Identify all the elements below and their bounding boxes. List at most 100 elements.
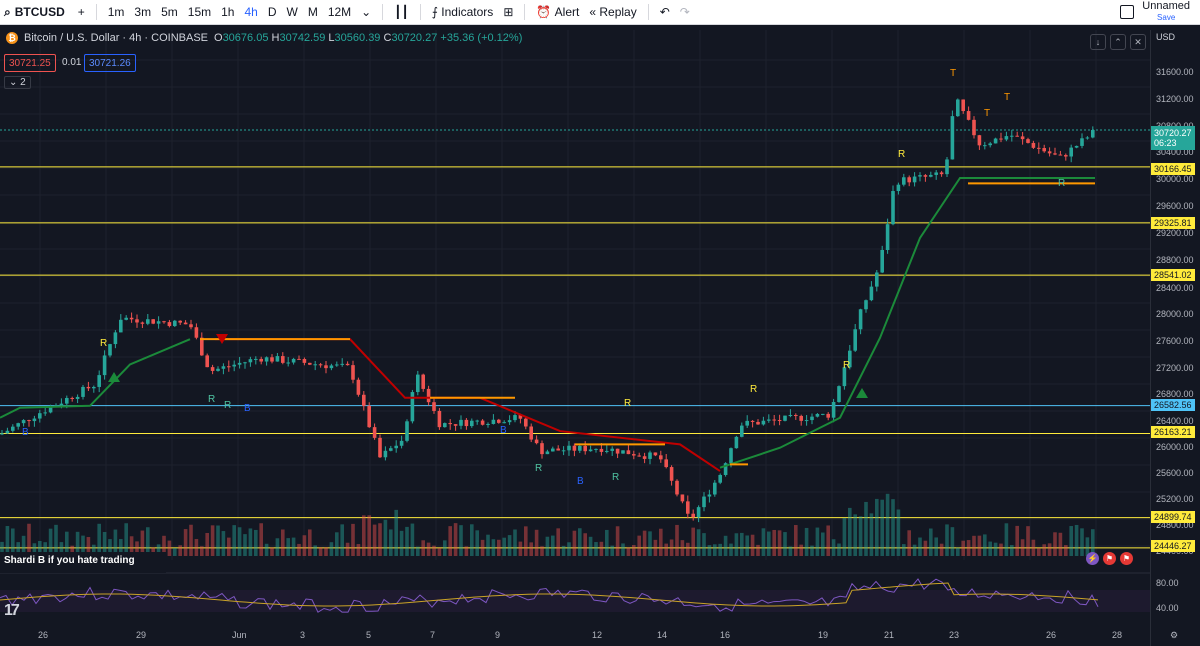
volume-bar	[507, 535, 512, 556]
candle-body	[389, 448, 393, 451]
sell-button[interactable]: 30721.25	[4, 54, 56, 72]
price-tick: 26400.00	[1156, 416, 1194, 426]
symbol-search[interactable]: ⌕ BTCUSD	[0, 5, 73, 20]
candle-body	[729, 448, 733, 464]
tf-3m[interactable]: 3m	[134, 5, 152, 19]
volume-bar	[880, 499, 884, 556]
candle-body	[1031, 142, 1036, 148]
date-tick: 12	[592, 630, 603, 640]
timeframe-dropdown-icon[interactable]: ⌄	[361, 5, 372, 19]
save-layout-button[interactable]: Unnamed Save	[1142, 1, 1190, 23]
flag-icon[interactable]: ⚑	[1103, 552, 1116, 565]
candle-body	[437, 410, 442, 428]
tf-4h[interactable]: 4h	[244, 5, 258, 19]
add-symbol-button[interactable]: +	[77, 5, 85, 19]
candle-body	[767, 419, 771, 421]
r-marker: R	[898, 149, 905, 160]
tf-D[interactable]: D	[267, 5, 277, 19]
tf-W[interactable]: W	[286, 5, 298, 19]
redo-icon[interactable]: ↷	[679, 5, 690, 19]
volume-bar	[999, 543, 1003, 556]
date-tick: 16	[720, 630, 731, 640]
candle-body	[1020, 136, 1025, 140]
replay-button[interactable]: « Replay	[584, 0, 641, 24]
candle-body	[475, 420, 479, 422]
volume-bar	[572, 530, 577, 556]
volume-bar	[885, 493, 890, 556]
volume-bar	[151, 547, 155, 556]
price-tick: 28400.00	[1156, 283, 1194, 293]
candle-body	[65, 397, 69, 404]
volume-bar	[356, 544, 361, 556]
candle-body	[669, 467, 674, 481]
volume-bar	[291, 537, 296, 556]
candle-body	[950, 116, 955, 160]
level-price-label: 24446.27	[1151, 540, 1195, 552]
candle-body	[92, 386, 96, 389]
candle-body	[1037, 147, 1041, 149]
price-tick: 29600.00	[1156, 201, 1194, 211]
collapse-icon[interactable]: ⌃	[1110, 34, 1126, 50]
candle-body	[1080, 138, 1084, 146]
indicators-button[interactable]: ⨍ Indicators	[427, 0, 499, 24]
candle-body	[680, 494, 685, 502]
undo-icon[interactable]: ↶	[659, 5, 670, 19]
divider	[419, 4, 421, 20]
divider	[382, 4, 384, 20]
close-pane-icon[interactable]: ✕	[1130, 34, 1146, 50]
volume-bar	[119, 539, 123, 556]
symbol-title[interactable]: Bitcoin / U.S. Dollar · 4h · COINBASE	[24, 32, 208, 44]
volume-bar	[92, 544, 96, 556]
tf-15m[interactable]: 15m	[187, 5, 212, 19]
volume-bar	[183, 529, 188, 556]
r-marker: R	[624, 398, 631, 409]
volume-bar	[497, 539, 501, 556]
r-marker: R	[612, 472, 619, 483]
volume-bar	[221, 531, 226, 556]
candle-body	[556, 448, 560, 451]
volume-bar	[480, 539, 485, 556]
volume-bar	[318, 547, 323, 556]
tf-12M[interactable]: 12M	[327, 5, 352, 19]
volume-bar	[615, 526, 620, 556]
buy-button[interactable]: 30721.26	[84, 54, 136, 72]
indicators-collapse-button[interactable]: ⌄ 2	[4, 76, 31, 89]
alert-button[interactable]: ⏰ Alert	[531, 0, 584, 24]
volume-bar	[1074, 524, 1079, 556]
lightning-icon[interactable]: ⚡	[1086, 552, 1099, 565]
candle-body	[48, 406, 53, 413]
tf-1m[interactable]: 1m	[107, 5, 125, 19]
scroll-down-icon[interactable]: ↓	[1090, 34, 1106, 50]
candle-body	[750, 420, 755, 422]
settings-gear-icon[interactable]: ⚙	[1170, 630, 1179, 640]
volume-bar	[340, 524, 344, 556]
candle-body	[1010, 135, 1014, 137]
layout-checkbox[interactable]	[1120, 5, 1135, 19]
candle-type-icon[interactable]: ┃┃	[394, 5, 409, 19]
candle-body	[129, 317, 134, 320]
tf-1h[interactable]: 1h	[221, 5, 235, 19]
volume-bar	[135, 541, 139, 556]
volume-bar	[335, 532, 339, 556]
candle-body	[545, 451, 550, 455]
t-marker: T	[1004, 92, 1010, 103]
indicators-label: Indicators	[441, 5, 494, 19]
volume-bar	[669, 539, 674, 556]
volume-bar	[578, 528, 582, 556]
divider	[95, 4, 97, 20]
candle-body	[21, 420, 26, 424]
candle-body	[1026, 139, 1030, 143]
candle-body	[281, 356, 285, 363]
ohlc-values: O30676.05 H30742.59 L30560.39 C30720.27 …	[214, 32, 522, 44]
templates-icon[interactable]: ⊞	[503, 5, 514, 19]
tf-M[interactable]: M	[307, 5, 318, 19]
volume-bar	[837, 543, 841, 556]
volume-bar	[426, 542, 431, 556]
candle-body	[119, 319, 123, 333]
flag-icon[interactable]: ⚑	[1120, 552, 1133, 565]
volume-bar	[302, 535, 307, 556]
currency-select[interactable]: USD	[1156, 32, 1176, 42]
tf-5m[interactable]: 5m	[161, 5, 178, 19]
volume-bar	[939, 543, 944, 556]
